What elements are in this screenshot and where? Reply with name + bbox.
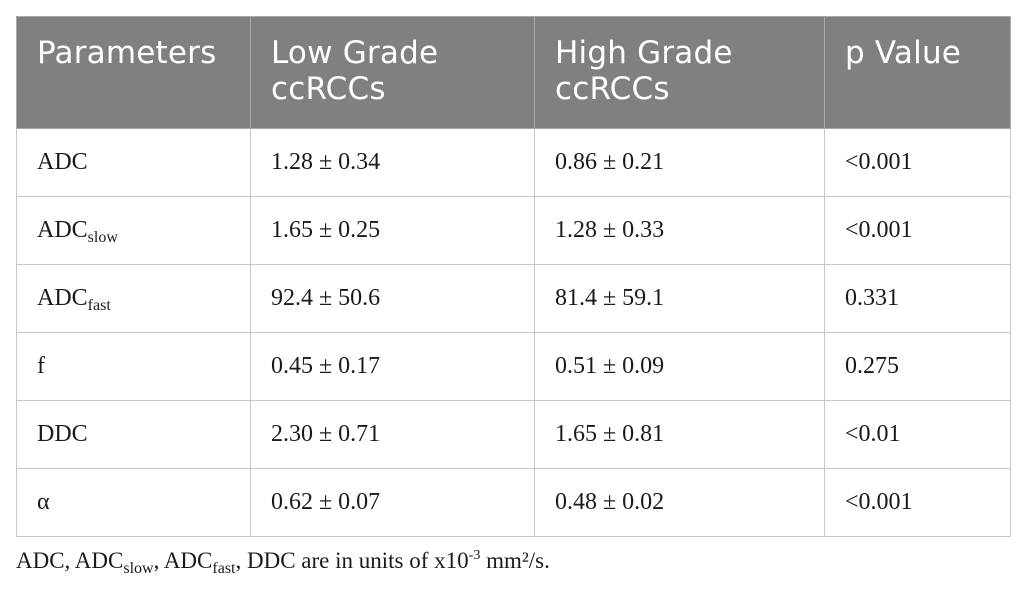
cell-parameter: α — [16, 468, 251, 537]
parameter-name: ADC — [37, 285, 88, 311]
table-header: Parameters Low Grade ccRCCs High Grade c… — [16, 16, 1011, 129]
cell-low-grade: 1.28 ± 0.34 — [250, 128, 535, 197]
parameter-name: ADC — [37, 149, 88, 175]
results-table: Parameters Low Grade ccRCCs High Grade c… — [16, 16, 1011, 537]
cell-parameter: ADCslow — [16, 196, 251, 265]
parameter-subscript: fast — [87, 297, 111, 314]
table-row: ADCslow 1.65 ± 0.25 1.28 ± 0.33 <0.001 — [16, 196, 1011, 265]
cell-low-grade: 0.45 ± 0.17 — [250, 332, 535, 401]
cell-high-grade: 0.48 ± 0.02 — [534, 468, 825, 537]
cell-p-value: <0.01 — [824, 400, 1011, 469]
cell-p-value: <0.001 — [824, 128, 1011, 197]
header-high-grade: High Grade ccRCCs — [534, 16, 825, 129]
cell-high-grade: 0.51 ± 0.09 — [534, 332, 825, 401]
header-row: Parameters Low Grade ccRCCs High Grade c… — [16, 16, 1011, 129]
header-low-grade-line1: Low Grade — [271, 35, 439, 71]
footnote-text: mm²/s. — [480, 548, 550, 573]
cell-low-grade: 92.4 ± 50.6 — [250, 264, 535, 333]
cell-high-grade: 81.4 ± 59.1 — [534, 264, 825, 333]
cell-p-value: <0.001 — [824, 468, 1011, 537]
header-p-value-line1: p Value — [845, 35, 962, 71]
cell-high-grade: 1.28 ± 0.33 — [534, 196, 825, 265]
header-high-grade-line1: High Grade — [555, 35, 733, 71]
cell-p-value: <0.001 — [824, 196, 1011, 265]
table-row: ADCfast 92.4 ± 50.6 81.4 ± 59.1 0.331 — [16, 264, 1011, 333]
results-table-container: Parameters Low Grade ccRCCs High Grade c… — [16, 16, 1011, 537]
footnote-superscript: -3 — [468, 548, 481, 563]
parameter-name: α — [37, 489, 50, 515]
cell-high-grade: 1.65 ± 0.81 — [534, 400, 825, 469]
cell-high-grade: 0.86 ± 0.21 — [534, 128, 825, 197]
cell-parameter: DDC — [16, 400, 251, 469]
cell-low-grade: 1.65 ± 0.25 — [250, 196, 535, 265]
parameter-name: f — [37, 353, 45, 379]
cell-p-value: 0.331 — [824, 264, 1011, 333]
header-high-grade-line2: ccRCCs — [555, 71, 670, 107]
table-row: ADC 1.28 ± 0.34 0.86 ± 0.21 <0.001 — [16, 128, 1011, 197]
header-low-grade: Low Grade ccRCCs — [250, 16, 535, 129]
table-row: DDC 2.30 ± 0.71 1.65 ± 0.81 <0.01 — [16, 400, 1011, 469]
header-p-value: p Value — [824, 16, 1011, 129]
cell-p-value: 0.275 — [824, 332, 1011, 401]
header-parameters-line1: Parameters — [37, 35, 217, 71]
cell-low-grade: 0.62 ± 0.07 — [250, 468, 535, 537]
parameter-subscript: slow — [87, 229, 118, 246]
table-row: f 0.45 ± 0.17 0.51 ± 0.09 0.275 — [16, 332, 1011, 401]
footnote-text: , ADC — [153, 548, 213, 573]
parameter-name: ADC — [37, 217, 88, 243]
table-footnote: ADC, ADCslow, ADCfast, DDC are in units … — [16, 548, 550, 577]
cell-low-grade: 2.30 ± 0.71 — [250, 400, 535, 469]
footnote-subscript: fast — [212, 560, 236, 577]
header-low-grade-line2: ccRCCs — [271, 71, 386, 107]
header-parameters: Parameters — [16, 16, 251, 129]
parameter-name: DDC — [37, 421, 88, 447]
footnote-text: , DDC are in units of x10 — [235, 548, 469, 573]
cell-parameter: ADCfast — [16, 264, 251, 333]
cell-parameter: ADC — [16, 128, 251, 197]
footnote-text: ADC, ADC — [16, 548, 124, 573]
table-row: α 0.62 ± 0.07 0.48 ± 0.02 <0.001 — [16, 468, 1011, 537]
footnote-subscript: slow — [123, 560, 154, 577]
table-body: ADC 1.28 ± 0.34 0.86 ± 0.21 <0.001 ADCsl… — [16, 128, 1011, 537]
cell-parameter: f — [16, 332, 251, 401]
